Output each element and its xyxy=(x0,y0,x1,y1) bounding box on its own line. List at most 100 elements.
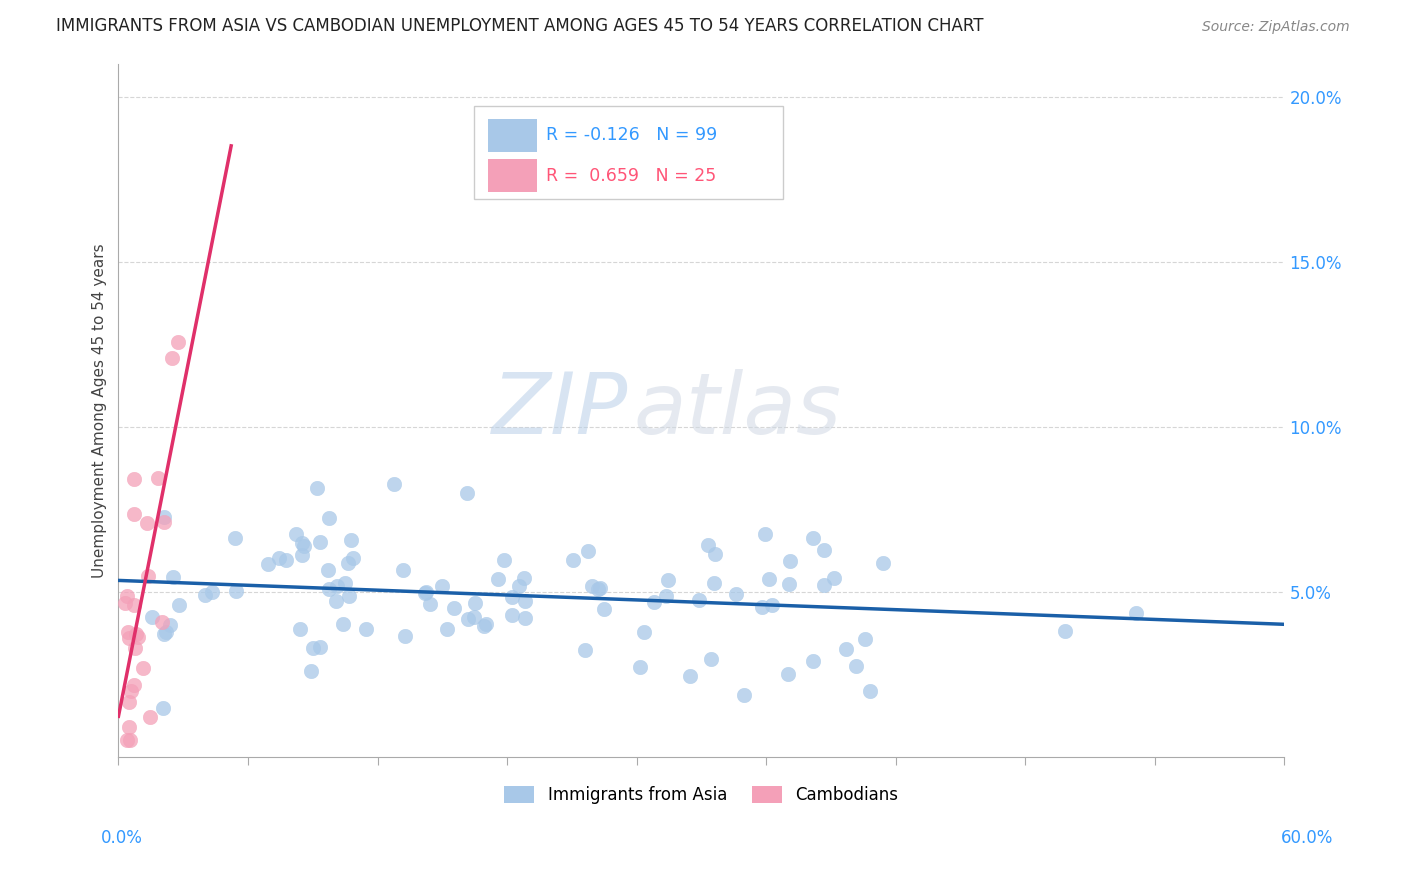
Point xyxy=(115,590,138,604)
Point xyxy=(872,556,894,570)
Point xyxy=(688,592,710,607)
Point xyxy=(823,571,845,585)
Point xyxy=(288,622,311,636)
Point xyxy=(121,683,143,698)
Text: IMMIGRANTS FROM ASIA VS CAMBODIAN UNEMPLOYMENT AMONG AGES 45 TO 54 YEARS CORRELA: IMMIGRANTS FROM ASIA VS CAMBODIAN UNEMPL… xyxy=(56,17,984,35)
Point xyxy=(115,733,138,747)
Point xyxy=(159,618,181,632)
Point xyxy=(124,678,146,692)
Point xyxy=(125,627,148,641)
Point xyxy=(118,631,141,645)
Point xyxy=(285,527,308,541)
Point xyxy=(501,607,523,622)
Text: R = -0.126   N = 99: R = -0.126 N = 99 xyxy=(547,127,717,145)
Point xyxy=(1125,606,1147,620)
FancyBboxPatch shape xyxy=(474,105,783,199)
Point xyxy=(392,563,415,577)
Point xyxy=(307,482,329,496)
Point xyxy=(225,583,247,598)
Point xyxy=(697,538,720,552)
Point xyxy=(562,553,585,567)
Point xyxy=(152,510,174,524)
Point xyxy=(628,660,651,674)
Point xyxy=(835,641,858,656)
Point xyxy=(153,515,176,529)
Point xyxy=(415,585,437,599)
Point xyxy=(859,683,882,698)
Point xyxy=(581,579,603,593)
Point xyxy=(292,539,315,553)
Point xyxy=(593,602,616,616)
Point xyxy=(337,589,360,603)
Point xyxy=(155,625,177,640)
Point xyxy=(776,667,799,681)
Point xyxy=(733,688,755,702)
Point xyxy=(845,659,868,673)
Point xyxy=(754,527,776,541)
Point xyxy=(122,507,145,521)
Point xyxy=(257,557,280,571)
Point xyxy=(758,572,780,586)
Point xyxy=(853,632,876,647)
Point xyxy=(146,471,169,485)
Point xyxy=(131,661,153,675)
Point xyxy=(122,472,145,486)
Point xyxy=(150,615,173,629)
Point xyxy=(813,578,835,592)
Point xyxy=(751,599,773,614)
Point xyxy=(419,597,441,611)
Point xyxy=(136,568,159,582)
Point xyxy=(472,618,495,632)
Point xyxy=(486,572,509,586)
Point xyxy=(152,700,174,714)
Point xyxy=(291,536,314,550)
Point xyxy=(167,598,190,612)
Point xyxy=(153,626,176,640)
Legend: Immigrants from Asia, Cambodians: Immigrants from Asia, Cambodians xyxy=(498,779,905,811)
Point xyxy=(224,531,246,545)
Point xyxy=(801,654,824,668)
Point xyxy=(117,720,139,734)
Point xyxy=(724,587,747,601)
Point xyxy=(122,598,145,612)
Point xyxy=(318,511,340,525)
Point xyxy=(463,609,485,624)
Point xyxy=(291,548,314,562)
Point xyxy=(586,582,609,596)
Point xyxy=(813,543,835,558)
Point xyxy=(124,641,146,656)
Point xyxy=(316,563,339,577)
Point xyxy=(494,553,516,567)
Point xyxy=(336,556,359,570)
Point xyxy=(356,622,378,636)
Point xyxy=(276,552,298,566)
Point xyxy=(657,573,679,587)
Point xyxy=(299,664,322,678)
Point xyxy=(335,575,357,590)
Point xyxy=(332,617,354,632)
Point xyxy=(464,596,486,610)
Point xyxy=(704,547,727,561)
Point xyxy=(394,629,416,643)
Text: atlas: atlas xyxy=(634,368,842,452)
Text: Source: ZipAtlas.com: Source: ZipAtlas.com xyxy=(1202,21,1350,34)
Point xyxy=(508,579,530,593)
Point xyxy=(413,586,436,600)
Point xyxy=(318,582,340,597)
Point xyxy=(801,531,824,545)
Point xyxy=(308,535,330,549)
Point xyxy=(475,616,498,631)
Text: ZIP: ZIP xyxy=(492,368,628,452)
Point xyxy=(342,551,364,566)
Point xyxy=(139,710,162,724)
Point xyxy=(1053,624,1076,639)
Point xyxy=(654,589,676,603)
Point xyxy=(457,612,479,626)
Point xyxy=(778,576,800,591)
Point xyxy=(501,590,523,604)
Point xyxy=(432,579,454,593)
Point xyxy=(633,624,655,639)
Point xyxy=(643,595,665,609)
Point xyxy=(118,733,141,747)
Point xyxy=(340,533,363,547)
